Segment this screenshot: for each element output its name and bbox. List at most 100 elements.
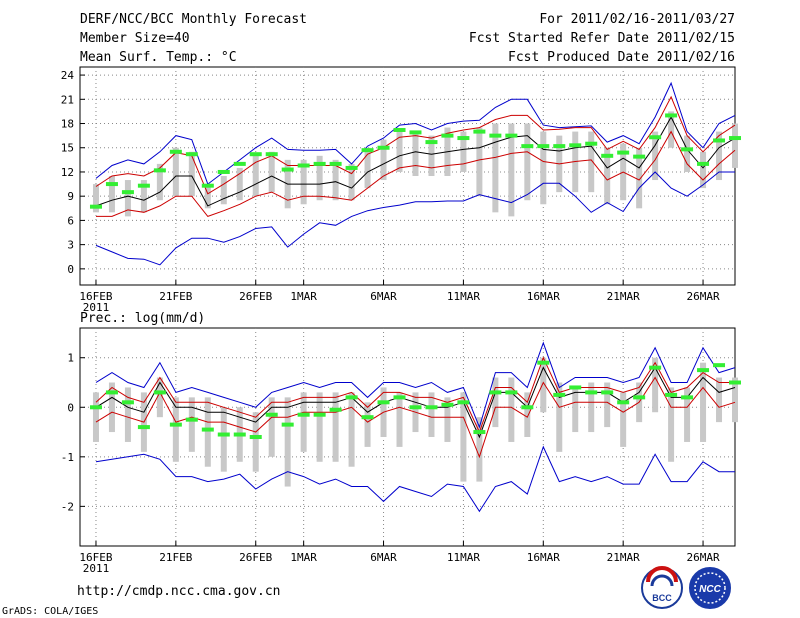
median-marker bbox=[329, 161, 342, 166]
temperature-panel-frame bbox=[79, 66, 736, 286]
member-size-label: Member Size=40 bbox=[80, 31, 190, 46]
ensemble-box bbox=[732, 377, 738, 423]
median-marker bbox=[201, 183, 214, 188]
median-marker bbox=[89, 204, 102, 209]
ensemble-box bbox=[188, 151, 195, 197]
median-marker bbox=[409, 405, 422, 410]
ensemble-box bbox=[604, 147, 611, 205]
median-marker bbox=[297, 163, 310, 168]
median-marker bbox=[649, 365, 662, 370]
ensemble-box bbox=[652, 131, 659, 181]
y-tick-label: 0 bbox=[67, 401, 74, 414]
median-marker bbox=[265, 152, 278, 157]
median-marker bbox=[281, 167, 294, 172]
median-marker bbox=[585, 390, 598, 395]
median-marker bbox=[505, 390, 518, 395]
median-marker bbox=[521, 144, 534, 149]
ensemble-box bbox=[540, 131, 547, 205]
median-marker bbox=[473, 129, 486, 134]
ensemble-box bbox=[524, 123, 531, 201]
ensemble-box bbox=[428, 135, 435, 176]
median-marker bbox=[297, 412, 310, 417]
y-tick-label: 3 bbox=[67, 239, 74, 252]
ensemble-box bbox=[316, 392, 323, 462]
ensemble-box bbox=[204, 184, 211, 209]
ensemble-box bbox=[476, 417, 483, 482]
ensemble-box bbox=[300, 159, 307, 205]
upper-std-line bbox=[95, 95, 736, 195]
median-marker bbox=[521, 405, 534, 410]
median-marker bbox=[105, 182, 118, 187]
y-tick-label: -1 bbox=[61, 451, 74, 464]
x-tick-label: 21FEB bbox=[159, 290, 192, 303]
median-marker bbox=[89, 405, 102, 410]
ensemble-box bbox=[188, 397, 195, 452]
ensemble-box bbox=[684, 387, 691, 442]
median-marker bbox=[697, 161, 710, 166]
median-marker bbox=[681, 395, 694, 400]
ensemble-box bbox=[476, 127, 483, 197]
median-marker bbox=[329, 407, 342, 412]
median-marker bbox=[729, 136, 741, 141]
median-marker bbox=[105, 390, 118, 395]
median-marker bbox=[473, 430, 486, 435]
ensemble-box bbox=[620, 392, 627, 447]
median-marker bbox=[121, 400, 134, 405]
median-marker bbox=[537, 360, 550, 365]
ensemble-box bbox=[700, 151, 707, 189]
x-tick-label: 1MAR bbox=[290, 551, 317, 564]
ensemble-box bbox=[236, 167, 243, 201]
ensemble-box bbox=[524, 392, 531, 437]
ensemble-box bbox=[684, 135, 691, 172]
ensemble-box bbox=[364, 402, 371, 447]
median-marker bbox=[681, 147, 694, 152]
ensemble-box bbox=[556, 382, 563, 452]
min-line bbox=[95, 171, 735, 266]
ensemble-box bbox=[492, 377, 499, 428]
ensemble-box bbox=[252, 412, 259, 472]
x-tick-label: 16FEB bbox=[79, 551, 112, 564]
median-marker bbox=[361, 148, 374, 153]
median-marker bbox=[553, 392, 566, 397]
grads-credit: GrADS: COLA/IGES bbox=[2, 606, 98, 617]
ensemble-box bbox=[668, 387, 675, 462]
ensemble-box bbox=[364, 147, 371, 189]
x-tick-label: 21MAR bbox=[607, 290, 640, 303]
ensemble-box bbox=[284, 397, 291, 487]
median-marker bbox=[713, 363, 726, 368]
precipitation-title: Prec.: log(mm/d) bbox=[80, 311, 205, 326]
median-marker bbox=[393, 395, 406, 400]
min-line bbox=[95, 445, 735, 513]
y-tick-label: 6 bbox=[67, 214, 74, 227]
median-marker bbox=[697, 368, 710, 373]
ensemble-box bbox=[732, 123, 738, 168]
x-tick-label: 16FEB bbox=[79, 290, 112, 303]
median-marker bbox=[537, 144, 550, 149]
bcc-logo: BCC bbox=[641, 566, 683, 609]
median-marker bbox=[249, 152, 262, 157]
x-tick-label: 16MAR bbox=[527, 290, 560, 303]
ensemble-box bbox=[252, 155, 259, 197]
x-tick-label: 6MAR bbox=[370, 290, 397, 303]
median-marker bbox=[441, 402, 454, 407]
y-tick-label: 1 bbox=[67, 352, 74, 365]
x-tick-label: 26MAR bbox=[686, 551, 719, 564]
median-marker bbox=[153, 390, 166, 395]
ensemble-box bbox=[348, 163, 355, 201]
median-marker bbox=[345, 165, 358, 170]
median-marker bbox=[281, 422, 294, 427]
x-tick-label: 11MAR bbox=[447, 551, 480, 564]
median-marker bbox=[121, 190, 134, 195]
x-tick-label: 26MAR bbox=[686, 290, 719, 303]
ensemble-box bbox=[652, 357, 659, 413]
x-tick-label: 26FEB bbox=[239, 551, 272, 564]
ensemble-box bbox=[140, 180, 147, 213]
median-marker bbox=[633, 154, 646, 159]
ensemble-mean-line bbox=[95, 116, 736, 207]
median-marker bbox=[313, 161, 326, 166]
median-marker bbox=[153, 168, 166, 173]
median-marker bbox=[377, 400, 390, 405]
ncc-logo: NCC bbox=[689, 567, 731, 609]
y-tick-label: -2 bbox=[61, 500, 74, 513]
